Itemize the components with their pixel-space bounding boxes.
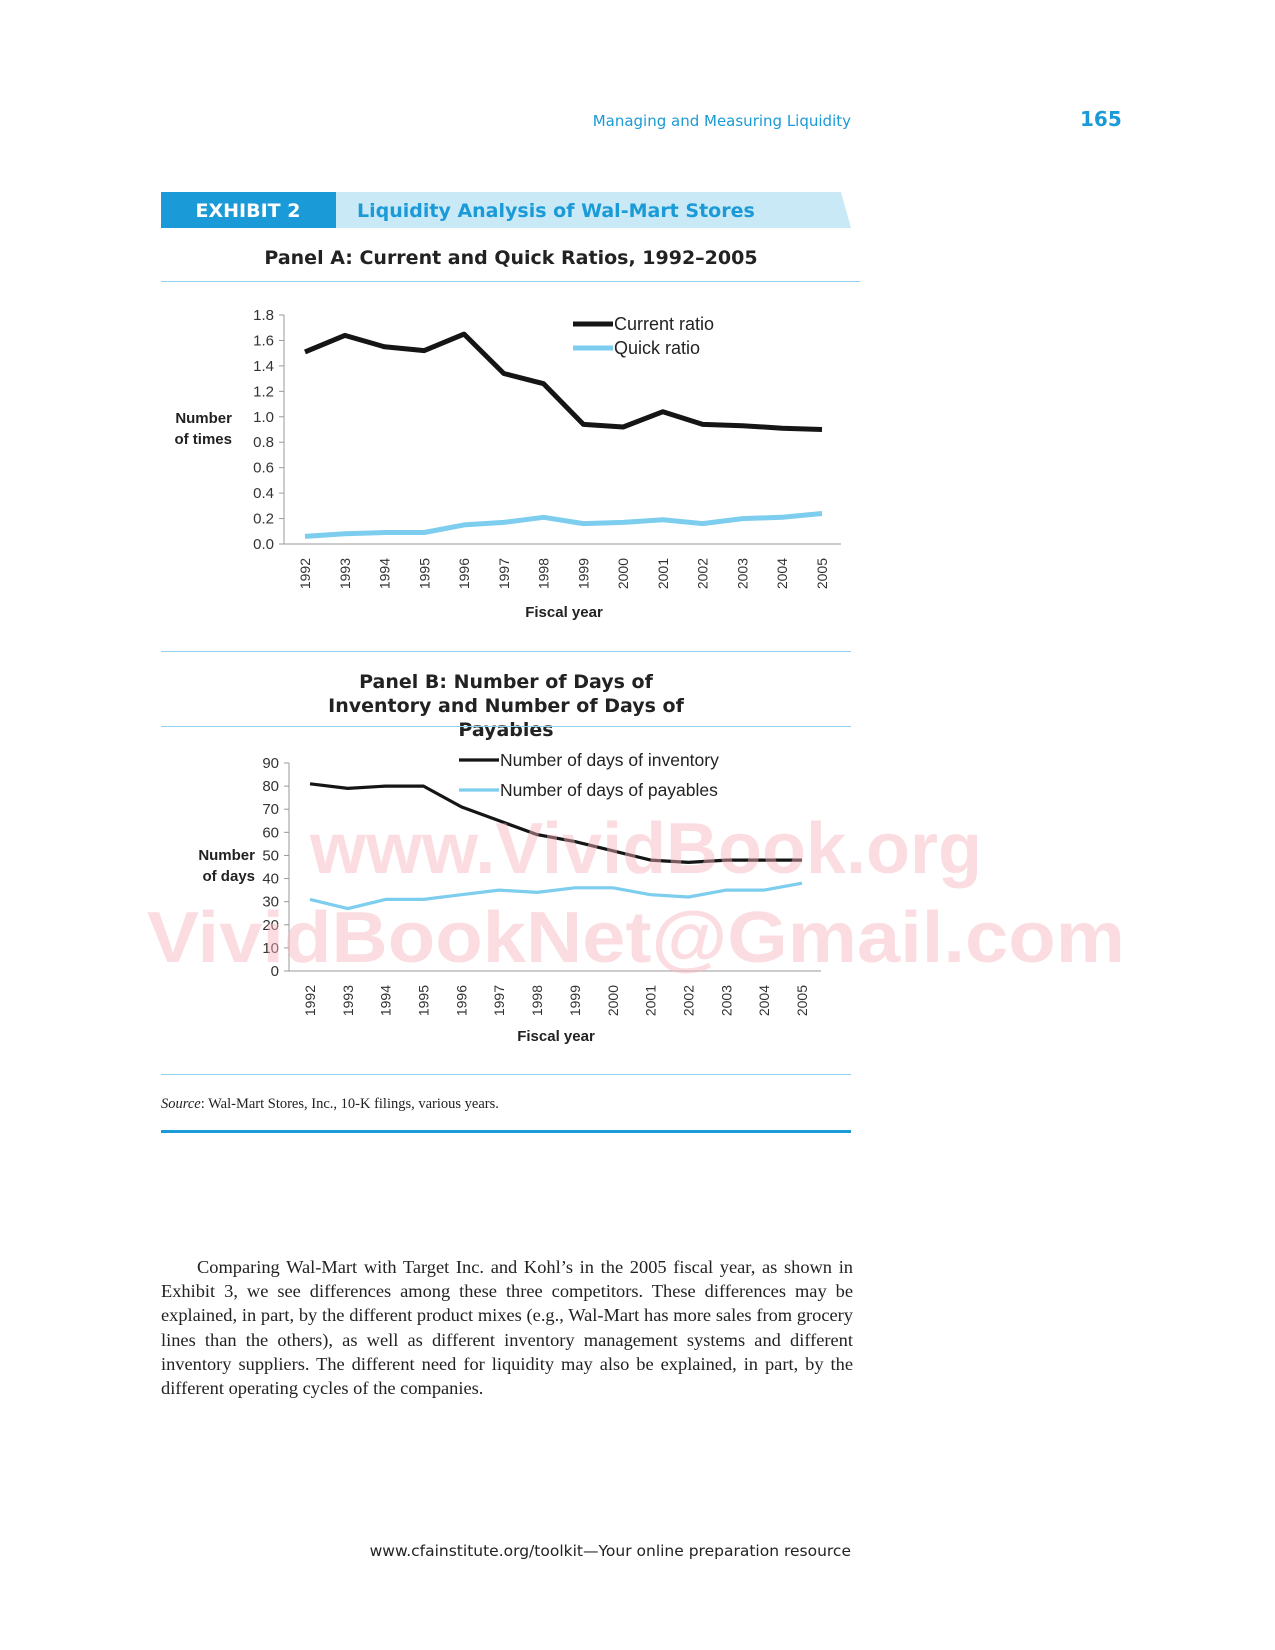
y-tick-label: 80 <box>262 778 279 795</box>
x-tick-label: 2001 <box>643 985 659 1016</box>
y-tick-label: 20 <box>262 917 279 934</box>
x-tick-label: 1996 <box>456 558 472 589</box>
rule <box>161 1074 851 1075</box>
y-tick-label: 1.8 <box>253 307 274 324</box>
x-axis-label: Fiscal year <box>525 604 603 621</box>
x-tick-label: 1995 <box>416 985 432 1016</box>
y-tick-label: 1.0 <box>253 409 274 426</box>
x-tick-label: 1994 <box>378 985 394 1016</box>
series-line <box>304 511 823 539</box>
x-axis-label: Fiscal year <box>517 1028 595 1045</box>
source-text: : Wal-Mart Stores, Inc., 10-K filings, v… <box>200 1096 499 1112</box>
y-axis-label: Number of days <box>198 847 255 885</box>
x-tick-label: 1993 <box>340 985 356 1016</box>
exhibit-title-band <box>336 192 851 228</box>
x-tick-label: 2004 <box>756 985 772 1016</box>
legend-label: Number of days of inventory <box>500 750 719 770</box>
footer: www.cfainstitute.org/toolkit—Your online… <box>369 1542 851 1560</box>
exhibit-title: Liquidity Analysis of Wal-Mart Stores <box>357 200 755 222</box>
rule <box>161 651 851 652</box>
charts: 0.0 0.2 0.4 0.6 0.8 1.0 1.2 1.4 1.6 1.8 1992 1993 19… <box>253 307 841 1045</box>
x-tick-label: 2005 <box>794 985 810 1016</box>
series-line <box>309 881 803 911</box>
exhibit-label-band <box>161 192 336 228</box>
series-line <box>309 782 802 864</box>
y-tick-label: 0.0 <box>253 536 274 553</box>
x-tick-label: 1998 <box>529 985 545 1016</box>
x-tick-label: 1996 <box>453 985 469 1016</box>
x-tick-label: 1999 <box>567 985 583 1016</box>
x-tick-label: 1992 <box>297 558 313 589</box>
source-note: Source: Wal-Mart Stores, Inc., 10-K fili… <box>161 1096 499 1113</box>
y-tick-label: 30 <box>262 894 279 911</box>
x-tick-label: 2004 <box>774 558 790 589</box>
y-tick-label: 70 <box>262 801 279 818</box>
x-tick-label: 1994 <box>377 558 393 589</box>
x-tick-label: 2000 <box>615 558 631 589</box>
y-tick-label: 0.8 <box>253 434 274 451</box>
running-title: Managing and Measuring Liquidity <box>592 112 851 130</box>
x-tick-label: 2000 <box>605 985 621 1016</box>
x-tick-label: 1998 <box>536 558 552 589</box>
y-tick-label: 1.2 <box>253 383 274 400</box>
page-number: 165 <box>1080 107 1122 131</box>
y-tick-label: 0.2 <box>253 511 274 528</box>
y-tick-label: 50 <box>262 847 279 864</box>
y-tick-label: 40 <box>262 871 279 888</box>
x-tick-label: 1999 <box>575 558 591 589</box>
x-tick-label: 1993 <box>337 558 353 589</box>
x-tick-label: 1997 <box>496 558 512 589</box>
panel-title: Panel A: Current and Quick Ratios, 1992–… <box>264 247 758 269</box>
watermark: www.VividBook.org <box>309 809 982 889</box>
legend-label: Number of days of payables <box>500 780 718 800</box>
y-tick-label: 0 <box>271 963 279 980</box>
x-tick-label: 1995 <box>416 558 432 589</box>
legend-label: Current ratio <box>614 314 714 334</box>
panel-title: Panel B: Number of Days of Inventory and… <box>328 671 684 741</box>
x-tick-label: 2002 <box>680 985 696 1016</box>
x-tick-label: 1997 <box>491 985 507 1016</box>
y-tick-label: 60 <box>262 824 279 841</box>
exhibit-label: EXHIBIT 2 <box>196 200 301 222</box>
exhibit-end-rule <box>161 1130 851 1133</box>
y-tick-label: 1.6 <box>253 332 274 349</box>
series-line <box>304 331 823 432</box>
y-tick-label: 0.6 <box>253 460 274 477</box>
y-tick-label: 10 <box>262 940 279 957</box>
source-label: Source <box>161 1096 201 1112</box>
x-tick-label: 2002 <box>695 558 711 589</box>
x-tick-label: 2005 <box>814 558 830 589</box>
y-tick-label: 90 <box>262 755 279 772</box>
y-tick-label: 0.4 <box>253 485 274 502</box>
y-axis-label: Number of times <box>174 410 232 448</box>
rule <box>161 726 851 727</box>
body-paragraph: Comparing Wal-Mart with Target Inc. and … <box>161 1257 853 1399</box>
legend-label: Quick ratio <box>614 338 700 358</box>
rule <box>161 281 860 282</box>
x-tick-label: 1992 <box>302 985 318 1016</box>
watermark: VividBookNet@Gmail.com <box>147 898 1125 978</box>
x-tick-label: 2003 <box>718 985 734 1016</box>
x-tick-label: 2001 <box>655 558 671 589</box>
y-tick-label: 1.4 <box>253 358 274 375</box>
x-tick-label: 2003 <box>734 558 750 589</box>
